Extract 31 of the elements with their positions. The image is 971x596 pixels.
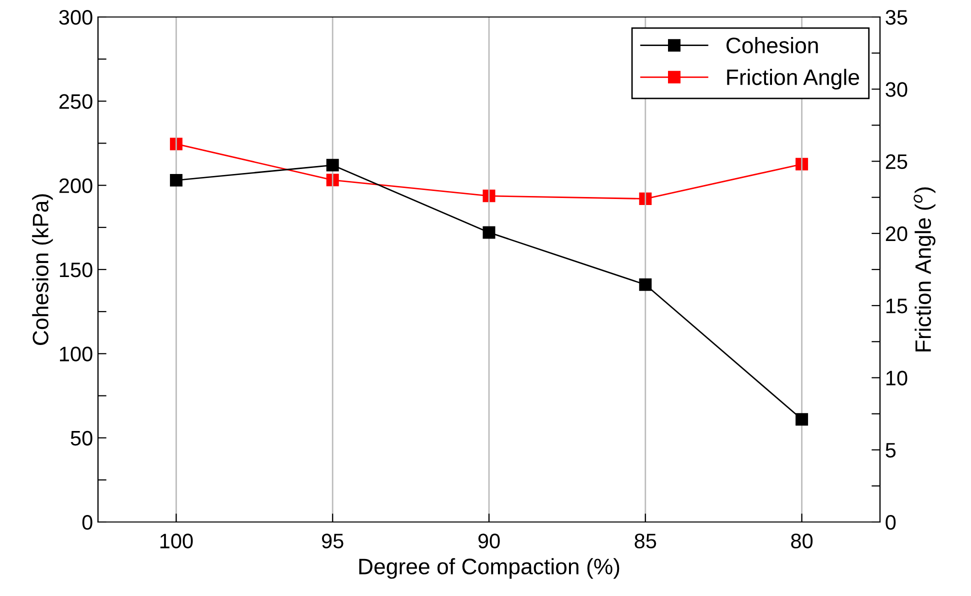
y-tick-label: 100: [60, 346, 92, 362]
y-tick-label: 0: [82, 515, 92, 530]
y2-tick-label: 5: [886, 443, 896, 458]
y2-tick-label: 35: [886, 10, 908, 25]
x-tick-label: 85: [634, 534, 656, 548]
y-tick-label: 50: [70, 430, 92, 446]
y2-tick-label: 0: [886, 515, 896, 530]
x-tick-label: 80: [791, 534, 813, 548]
point: [326, 158, 339, 172]
x-axis-title: Degree of Compaction (%): [359, 558, 620, 579]
y2-tick-label: 20: [886, 226, 908, 242]
y-tick-label: 200: [59, 178, 92, 194]
y2-axis-title: Friction Angle ($^{o}$): [914, 187, 936, 352]
legend-label: Cohesion: [726, 37, 818, 54]
y2-tick-label: 15: [886, 298, 908, 314]
y2-tick-label: 30: [886, 82, 908, 97]
point: [170, 174, 182, 187]
point: [482, 190, 496, 202]
x-tick-label: 90: [478, 534, 500, 548]
point: [639, 278, 652, 291]
point: [482, 226, 496, 239]
y-tick-label: 250: [59, 94, 92, 109]
legend-label: Friction Angle: [727, 68, 860, 90]
x-tick-label: 95: [322, 534, 344, 548]
y2-tick-label: 10: [886, 370, 908, 386]
point: [796, 413, 808, 426]
y-axis-title: Cohesion (kPa): [32, 194, 53, 345]
y-tick-label: 300: [59, 10, 92, 25]
x-tick-label: 100: [160, 534, 193, 548]
y2-tick-label: 25: [886, 154, 908, 170]
y-tick-label: 150: [60, 262, 92, 278]
